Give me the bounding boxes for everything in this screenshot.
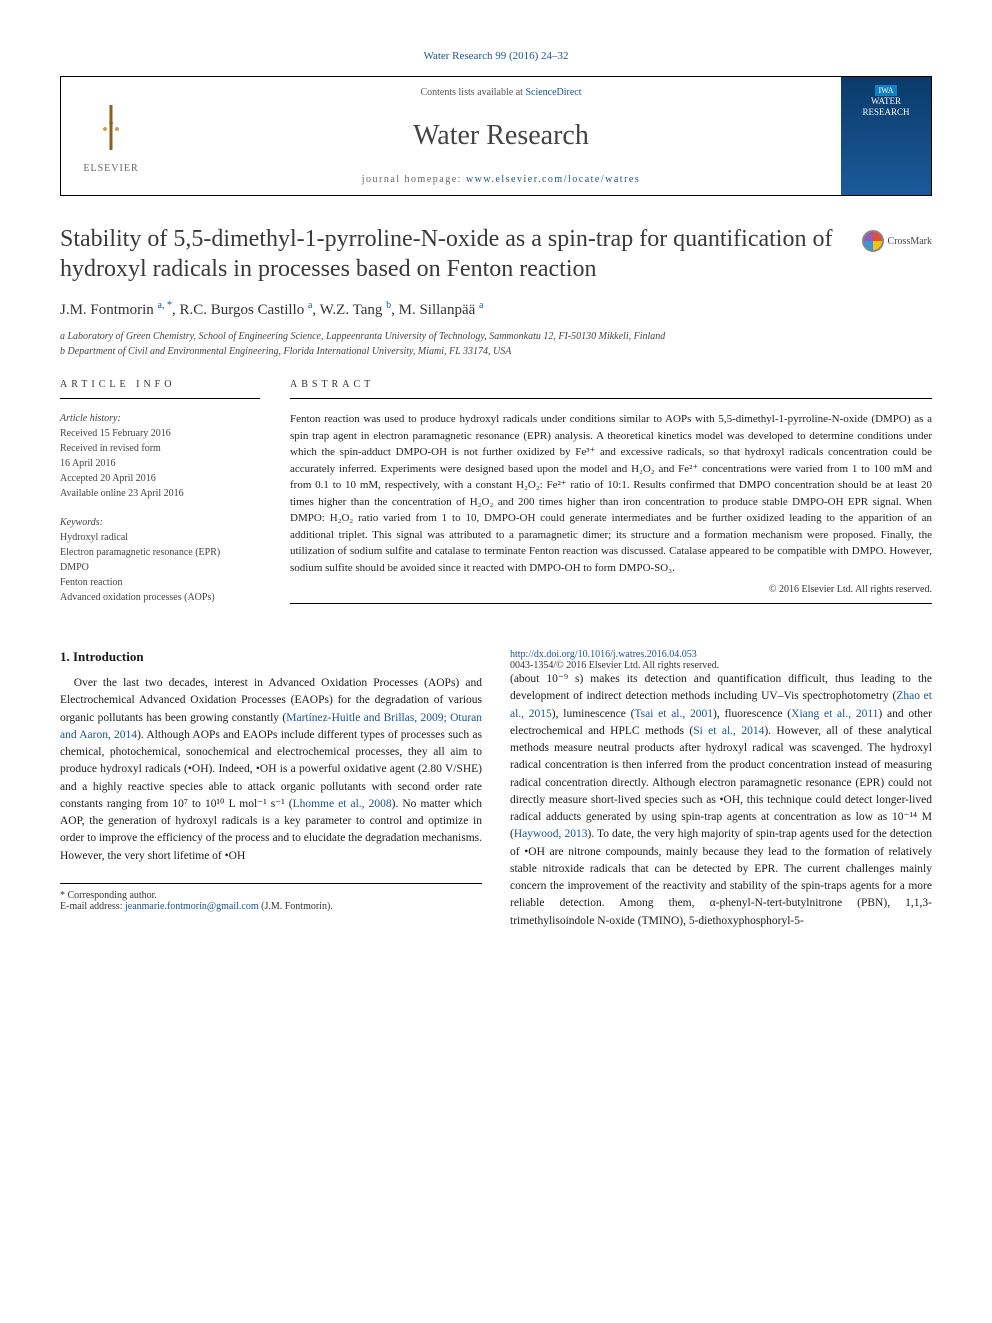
divider [290,603,932,604]
citation-link[interactable]: Si et al., 2014 [693,725,764,737]
journal-title: Water Research [413,120,589,152]
body-paragraph: Over the last two decades, interest in A… [60,675,482,865]
sciencedirect-link[interactable]: ScienceDirect [525,87,581,98]
keywords-block: Keywords: Hydroxyl radical Electron para… [60,515,260,605]
keyword: Fenton reaction [60,575,260,590]
citation-link[interactable]: Martínez-Huitle and Brillas, 2009; Otura… [60,712,482,741]
body-paragraph: (about 10⁻⁹ s) makes its detection and q… [510,671,932,930]
citation-link[interactable]: Xiang et al., 2011 [791,708,878,720]
keyword: DMPO [60,560,260,575]
author-email-link[interactable]: jeanmarie.fontmorin@gmail.com [125,901,259,912]
citation-link[interactable]: Haywood, 2013 [514,828,588,840]
affiliations-block: a Laboratory of Green Chemistry, School … [60,329,932,359]
cover-org: IWA [875,85,896,96]
abstract-label: ABSTRACT [290,379,932,390]
corresponding-author-footnote: * Corresponding author. E-mail address: … [60,883,482,912]
banner-center: Contents lists available at ScienceDirec… [161,77,841,195]
column-right: (about 10⁻⁹ s) makes its detection and q… [510,671,932,930]
abstract-column: ABSTRACT Fenton reaction was used to pro… [290,379,932,619]
keyword: Electron paramagnetic resonance (EPR) [60,545,260,560]
affiliation-b: b Department of Civil and Environmental … [60,344,932,359]
authors-line: J.M. Fontmorin a, *, R.C. Burgos Castill… [60,300,932,319]
keyword: Hydroxyl radical [60,530,260,545]
email-suffix: (J.M. Fontmorin). [259,901,333,912]
affil-sup[interactable]: a [308,300,312,311]
journal-cover-thumb: IWA WATER RESEARCH [841,77,931,195]
affil-sup[interactable]: a, * [158,300,172,311]
body-two-column: 1. Introduction Over the last two decade… [60,649,932,930]
issn-copyright: 0043-1354/© 2016 Elsevier Ltd. All right… [510,660,719,671]
history-line: 16 April 2016 [60,456,260,471]
journal-issue-link[interactable]: Water Research 99 (2016) 24–32 [423,50,568,62]
affil-sup[interactable]: b [386,300,391,311]
divider [290,398,932,399]
contents-available-line: Contents lists available at ScienceDirec… [420,87,581,98]
corresponding-label: * Corresponding author. [60,890,482,901]
history-line: Accepted 20 April 2016 [60,471,260,486]
journal-issue-ref: Water Research 99 (2016) 24–32 [60,50,932,62]
keyword: Advanced oxidation processes (AOPs) [60,590,260,605]
citation-link[interactable]: Lhomme et al., 2008 [293,798,392,810]
article-history: Article history: Received 15 February 20… [60,411,260,501]
doi-block: http://dx.doi.org/10.1016/j.watres.2016.… [510,649,932,671]
email-label: E-mail address: [60,901,125,912]
publisher-logo-block: ELSEVIER [61,77,161,195]
citation-link[interactable]: Tsai et al., 2001 [634,708,713,720]
cover-title-1: WATER [871,96,901,106]
contents-prefix: Contents lists available at [420,87,525,98]
journal-homepage-line: journal homepage: www.elsevier.com/locat… [362,174,641,185]
article-info-label: ARTICLE INFO [60,379,260,390]
affiliation-a: a Laboratory of Green Chemistry, School … [60,329,932,344]
history-line: Received 15 February 2016 [60,426,260,441]
crossmark-label: CrossMark [888,236,932,247]
history-line: Received in revised form [60,441,260,456]
journal-homepage-link[interactable]: www.elsevier.com/locate/watres [466,174,640,185]
article-info-column: ARTICLE INFO Article history: Received 1… [60,379,260,619]
abstract-text: Fenton reaction was used to produce hydr… [290,411,932,576]
article-title: Stability of 5,5-dimethyl-1-pyrroline-N-… [60,224,846,284]
cover-badge: IWA WATER RESEARCH [862,85,909,117]
history-label: Article history: [60,411,260,426]
cover-title-2: RESEARCH [862,107,909,117]
homepage-prefix: journal homepage: [362,174,466,185]
affil-sup[interactable]: a [479,300,483,311]
elsevier-tree-icon [81,99,141,159]
abstract-copyright: © 2016 Elsevier Ltd. All rights reserved… [290,584,932,595]
publisher-name: ELSEVIER [83,163,138,174]
history-line: Available online 23 April 2016 [60,486,260,501]
section-heading-1: 1. Introduction [60,649,482,665]
keywords-label: Keywords: [60,515,260,530]
crossmark-badge[interactable]: CrossMark [862,230,932,252]
journal-banner: ELSEVIER Contents lists available at Sci… [60,76,932,196]
divider [60,398,260,399]
doi-link[interactable]: http://dx.doi.org/10.1016/j.watres.2016.… [510,649,697,660]
crossmark-icon [862,230,884,252]
